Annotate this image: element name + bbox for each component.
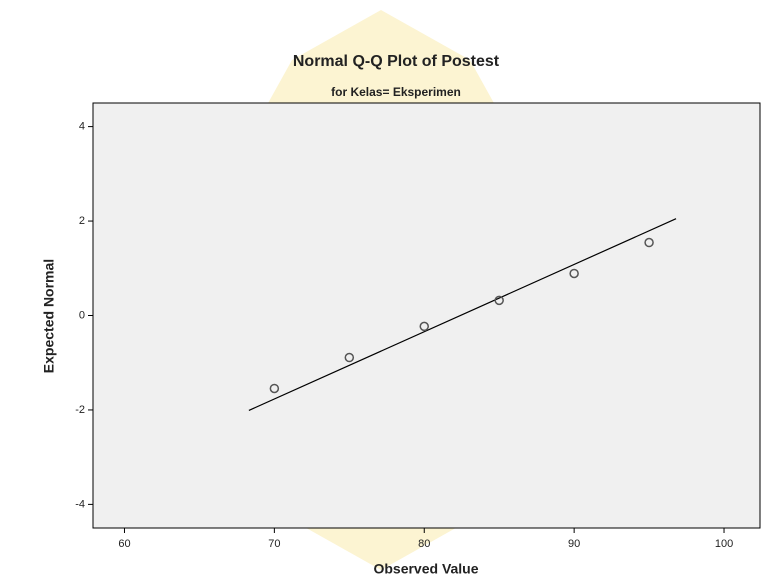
x-tick-label: 100 xyxy=(715,538,733,550)
y-axis-label: Expected Normal xyxy=(41,259,57,373)
y-tick-label: 2 xyxy=(79,215,85,227)
reference-line xyxy=(248,218,677,411)
chart-subtitle: for Kelas= Eksperimen xyxy=(331,85,461,99)
data-point xyxy=(344,352,355,363)
y-tick-label: 0 xyxy=(79,309,85,321)
x-tick-label: 80 xyxy=(418,538,430,550)
x-axis-label: Observed Value xyxy=(373,561,478,577)
plot-area xyxy=(92,102,761,529)
x-tick-label: 70 xyxy=(268,538,280,550)
x-tick-label: 60 xyxy=(118,538,130,550)
data-point xyxy=(419,321,430,332)
data-point xyxy=(269,383,280,394)
chart-title: Normal Q-Q Plot of Postest xyxy=(293,53,500,70)
data-point xyxy=(644,237,654,248)
y-tick-label: -2 xyxy=(75,404,85,416)
data-point xyxy=(494,295,504,306)
x-tick-label: 90 xyxy=(568,538,580,550)
y-tick-label: 4 xyxy=(79,121,85,133)
y-tick-label: -4 xyxy=(75,498,85,510)
data-point xyxy=(569,268,579,279)
